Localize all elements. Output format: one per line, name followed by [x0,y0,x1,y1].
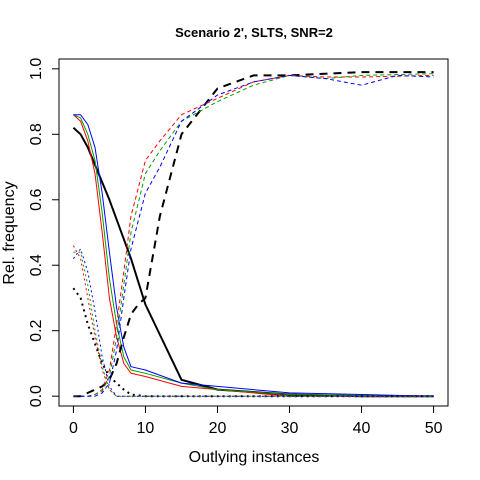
x-tick-label: 50 [425,420,443,437]
y-tick-label: 1.0 [28,58,45,80]
x-tick-label: 10 [137,420,155,437]
series-line-4 [73,114,434,397]
x-axis: 0 10 20 30 40 50 [69,406,443,437]
y-axis-label: Rel. frequency [1,181,18,284]
x-tick-label: 0 [69,420,78,437]
chart-title: Scenario 2', SLTS, SNR=2 [175,25,333,40]
x-axis-label: Outlying instances [189,449,320,466]
series-line-8 [73,74,434,397]
series-layer [72,71,434,398]
x-tick-label: 20 [209,420,227,437]
y-axis: 0.0 0.2 0.4 0.6 0.8 1.0 [28,58,59,407]
y-tick-label: 0.0 [28,385,45,407]
y-tick-label: 0.4 [28,254,45,276]
series-line-6 [73,74,434,397]
series-line-7 [73,73,434,397]
series-line-5 [73,71,434,398]
series-line-3 [73,114,434,397]
series-line-10 [72,245,434,397]
series-line-9 [72,287,434,398]
y-tick-label: 0.2 [28,319,45,341]
x-tick-label: 30 [281,420,299,437]
plot-frame [58,58,449,407]
y-tick-label: 0.8 [28,123,45,145]
y-tick-label: 0.6 [28,189,45,211]
series-line-12 [72,248,434,397]
x-tick-label: 40 [353,420,371,437]
